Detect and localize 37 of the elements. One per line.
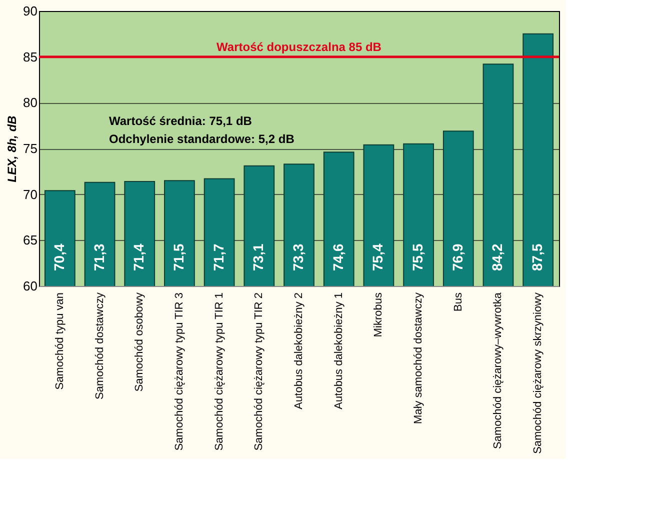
x-tick-label: Samochód typu van: [54, 292, 66, 390]
y-tick-label: 60: [23, 278, 38, 294]
data-label: 84,2: [489, 244, 506, 271]
annotation: Odchylenie standardowe: 5,2 dB: [109, 132, 295, 146]
x-tick-label: Samochód ciężarowy typu TIR 2: [253, 292, 266, 451]
x-tick-label: Samochód ciężarowy typu TIR 1: [213, 292, 226, 451]
y-tick-label: 90: [23, 4, 38, 18]
y-tick-label: 65: [23, 232, 38, 248]
data-label: 71,7: [210, 244, 226, 271]
data-label: 71,3: [90, 244, 107, 271]
y-axis-title: LEX, 8h, dB: [5, 115, 20, 182]
x-tick-label: Samochód dostawczy: [94, 292, 106, 400]
data-label: 73,3: [290, 244, 306, 271]
x-tick-label: Samochód ciężarowy typu TIR 3: [173, 292, 186, 451]
data-label: 71,5: [170, 244, 186, 271]
x-tick-label: Mały samochód dostawczy: [412, 292, 425, 424]
data-label: 87,5: [529, 244, 546, 271]
data-label: 75,4: [370, 244, 386, 271]
data-label: 71,4: [130, 244, 147, 271]
x-tick-label: Autobus dalekobieżny 2: [293, 292, 305, 410]
data-label: 70,4: [50, 244, 67, 271]
x-tick-label: Bus: [452, 292, 464, 312]
y-tick-label: 70: [23, 186, 38, 202]
data-label: 74,6: [330, 244, 346, 271]
data-label: 75,5: [410, 244, 426, 271]
data-label: 73,1: [250, 244, 266, 271]
ref-line-label: Wartość dopuszczalna 85 dB: [216, 40, 382, 54]
y-tick-label: 85: [23, 49, 38, 64]
y-tick-label: 80: [23, 95, 38, 110]
y-tick-label: 75: [23, 141, 38, 156]
x-tick-label: Mikrobus: [372, 292, 385, 338]
x-tick-label: Autobus dalekobieżny 1: [332, 292, 345, 410]
annotation: Wartość średnia: 75,1 dB: [109, 114, 252, 128]
x-tick-label: Samochód ciężarowy–wywrotka: [492, 292, 504, 450]
x-tick-label: Samochód osobowy: [134, 292, 146, 392]
x-tick-label: Samochód ciężarowy skrzyniowy: [532, 292, 544, 454]
data-label: 76,9: [449, 244, 466, 271]
